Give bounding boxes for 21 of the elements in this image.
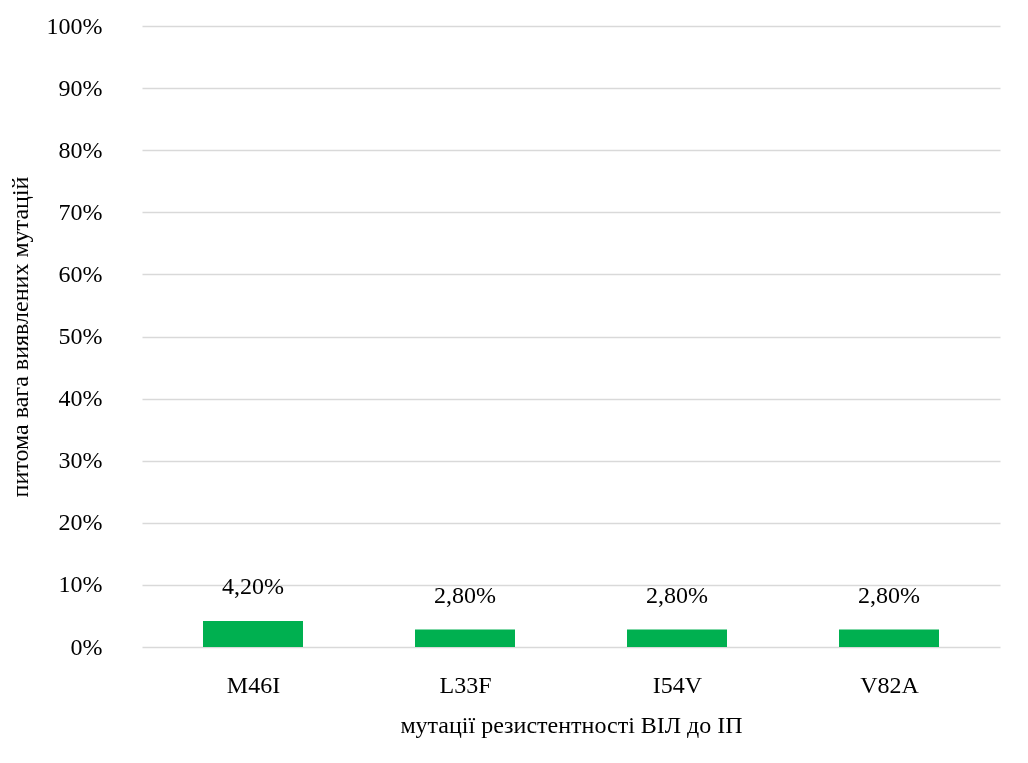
y-tick-label: 100%: [46, 12, 103, 39]
data-label: 2,80%: [434, 581, 496, 608]
y-tick-label: 30%: [58, 447, 103, 474]
x-tick-label: M46I: [226, 671, 281, 698]
y-tick-label: 40%: [58, 385, 103, 412]
y-tick-label: 80%: [58, 136, 103, 163]
y-tick-label: 10%: [58, 571, 103, 598]
x-axis-title: мутації резистентності ВІЛ до ІП: [400, 711, 743, 738]
data-label: 2,80%: [646, 581, 708, 608]
x-tick-label: I54V: [652, 671, 703, 698]
data-label: 4,20%: [222, 572, 284, 599]
y-tick-label: 0%: [70, 633, 103, 660]
y-tick-label: 50%: [58, 323, 103, 349]
y-tick-label: 70%: [58, 198, 103, 225]
x-tick-label: L33F: [439, 671, 492, 698]
y-tick-label: 60%: [58, 260, 103, 287]
x-tick-label: V82A: [860, 671, 920, 698]
y-tick-label: 20%: [58, 509, 103, 536]
y-axis-title: питома вага виявлених мутацій: [6, 176, 33, 498]
y-tick-label: 90%: [58, 74, 103, 101]
data-label: 2,80%: [858, 581, 920, 608]
